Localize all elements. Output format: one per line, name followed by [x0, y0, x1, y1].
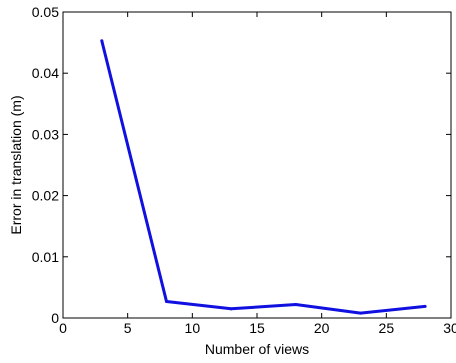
x-tick-label: 15 — [249, 320, 265, 336]
x-tick-label: 30 — [443, 320, 456, 336]
y-tick-label: 0.04 — [32, 65, 59, 81]
y-tick-label: 0.01 — [32, 249, 59, 265]
x-tick-label: 20 — [314, 320, 330, 336]
y-tick-label: 0.03 — [32, 126, 59, 142]
data-point — [100, 39, 104, 43]
y-tick-label: 0 — [51, 310, 59, 326]
x-tick-labels: 0 5 10 15 20 25 30 — [59, 320, 456, 336]
data-point — [423, 304, 427, 308]
series-layer — [100, 39, 427, 315]
y-tick-label: 0.05 — [32, 4, 59, 20]
x-axis-label: Number of views — [205, 341, 309, 357]
plot-area — [62, 11, 452, 319]
x-tick-label: 0 — [59, 320, 67, 336]
tick-marks — [62, 11, 452, 319]
data-point — [294, 303, 298, 307]
series-line — [100, 40, 426, 315]
y-axis-label: Error in translation (m) — [8, 95, 24, 234]
data-point — [229, 307, 233, 311]
y-tick-label: 0.02 — [32, 188, 59, 204]
data-point — [164, 299, 168, 303]
y-tick-labels: 0 0.01 0.02 0.03 0.04 0.05 — [32, 4, 59, 326]
x-tick-label: 25 — [379, 320, 395, 336]
data-point — [358, 311, 362, 315]
x-tick-label: 5 — [124, 320, 132, 336]
x-tick-label: 10 — [185, 320, 201, 336]
